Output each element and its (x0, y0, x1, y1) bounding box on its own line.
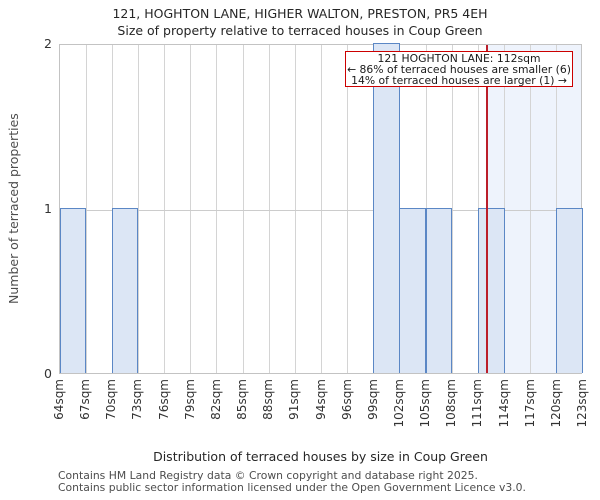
x-tick-label-99sqm: 99sqm (365, 379, 380, 420)
x-tick-label-82sqm: 82sqm (208, 379, 223, 420)
x-tick-label-76sqm: 76sqm (156, 379, 171, 420)
property-annotation-callout: 121 HOGHTON LANE: 112sqm ← 86% of terrac… (345, 51, 573, 87)
attribution-footer: Contains HM Land Registry data © Crown c… (58, 470, 598, 494)
chart-title-line1: 121, HOGHTON LANE, HIGHER WALTON, PRESTO… (112, 6, 488, 21)
x-tick-label-88sqm: 88sqm (261, 379, 276, 420)
y-tick-label-2: 2 (44, 36, 52, 51)
vertical-gridline (530, 45, 532, 373)
x-axis-label: Distribution of terraced houses by size … (153, 449, 488, 464)
vertical-gridline (321, 45, 322, 373)
y-tick-label-0: 0 (44, 366, 52, 381)
x-tick-label-79sqm: 79sqm (182, 379, 197, 420)
x-tick-label-96sqm: 96sqm (339, 379, 354, 420)
vertical-gridline (137, 45, 139, 373)
vertical-gridline (268, 45, 270, 373)
vertical-gridline (294, 45, 296, 373)
vertical-gridline (216, 45, 218, 373)
x-tick-label-73sqm: 73sqm (130, 379, 145, 420)
bar-120sqm (556, 208, 583, 373)
x-tick-label-105sqm: 105sqm (418, 379, 433, 428)
x-tick-label-102sqm: 102sqm (391, 379, 406, 428)
y-tick-label-1: 1 (44, 201, 52, 216)
chart-title-line2: Size of property relative to terraced ho… (117, 23, 483, 38)
bar-99sqm (373, 43, 400, 373)
vertical-gridline (451, 45, 453, 373)
vertical-gridline (190, 45, 192, 373)
annotation-property-size: 121 HOGHTON LANE: 112sqm (377, 52, 541, 65)
x-tick-label-117sqm: 117sqm (522, 379, 537, 428)
x-tick-label-85sqm: 85sqm (235, 379, 250, 420)
x-tick-label-114sqm: 114sqm (496, 379, 511, 428)
bar-70sqm (111, 208, 139, 373)
bar-105sqm (425, 208, 453, 373)
footer-hm-land-registry: Contains HM Land Registry data © Crown c… (58, 469, 478, 482)
x-tick-label-123sqm: 123sqm (575, 379, 589, 428)
vertical-gridline (164, 45, 166, 373)
x-tick-label-94sqm: 94sqm (313, 379, 328, 420)
bar-102sqm (399, 208, 427, 373)
chart-plot-area (59, 43, 583, 374)
horizontal-gridline (60, 210, 581, 211)
subject-property-marker-line (486, 45, 489, 373)
x-tick-label-67sqm: 67sqm (78, 379, 93, 420)
footer-ogl-licence: Contains public sector information licen… (58, 481, 526, 494)
x-tick-label-111sqm: 111sqm (470, 379, 485, 428)
vertical-gridline (504, 45, 506, 373)
vertical-gridline (85, 45, 87, 373)
annotation-larger-stat: 14% of terraced houses are larger (1) → (351, 74, 567, 87)
vertical-gridline (242, 45, 244, 373)
chart-title: 121, HOGHTON LANE, HIGHER WALTON, PRESTO… (0, 5, 600, 39)
x-tick-label-91sqm: 91sqm (287, 379, 302, 420)
bar-111sqm (477, 208, 505, 373)
x-tick-label-120sqm: 120sqm (548, 379, 563, 428)
bar-64sqm (59, 208, 87, 373)
x-tick-label-70sqm: 70sqm (104, 379, 119, 420)
annotation-smaller-stat: ← 86% of terraced houses are smaller (6) (347, 63, 571, 77)
x-tick-label-64sqm: 64sqm (52, 379, 66, 420)
y-axis-label: Number of terraced properties (6, 113, 21, 305)
x-tick-label-108sqm: 108sqm (444, 379, 459, 428)
vertical-gridline (347, 45, 349, 373)
